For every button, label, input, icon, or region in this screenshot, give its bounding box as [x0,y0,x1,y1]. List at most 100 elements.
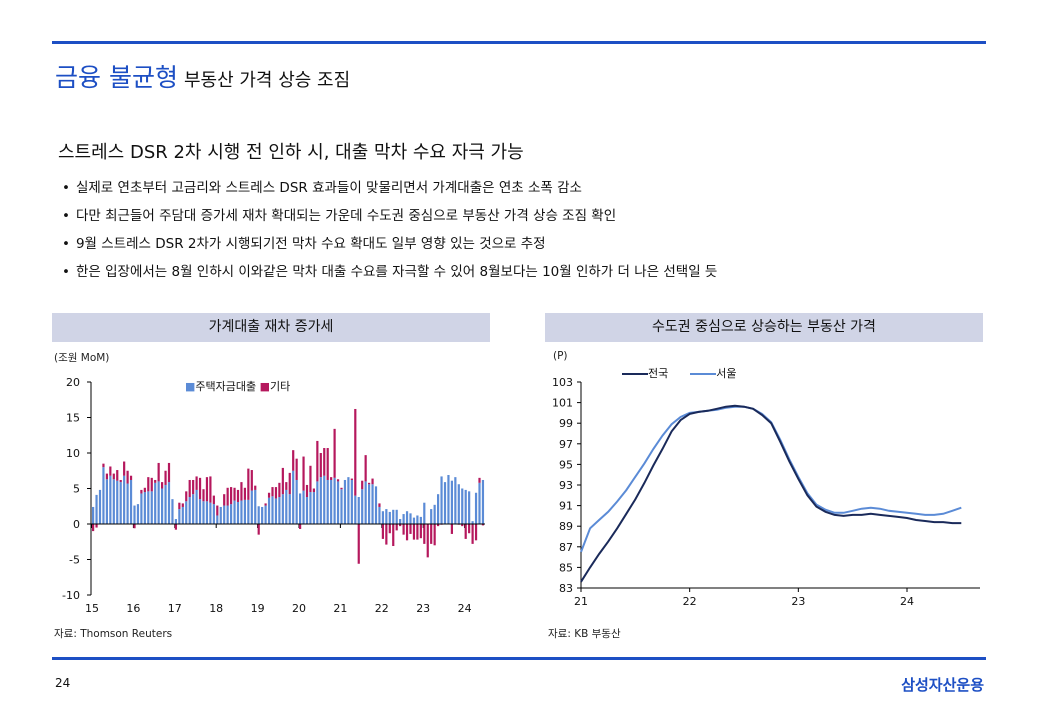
bar-housing [357,497,360,524]
bar-other [126,470,129,484]
bar-housing [430,509,433,524]
y-tick-label: 20 [66,376,80,389]
bar-other [478,477,481,483]
bar-housing [167,482,171,524]
bar-housing [419,516,422,524]
bar-housing [340,489,343,524]
bar-housing [409,513,412,524]
bar-housing [288,494,291,524]
bar-other [154,479,157,483]
bar-housing [181,506,184,524]
bar-other [371,478,374,485]
bar-housing [274,498,278,524]
bar-housing [95,494,98,524]
bar-housing [150,491,153,524]
bar-other [254,485,257,490]
bar-other [326,448,329,480]
legend-seoul: 서울 [716,367,737,380]
bar-housing [209,502,212,524]
bar-other [423,524,426,544]
bar-housing [312,492,315,524]
bar-other [150,477,153,492]
bar-housing [447,475,450,524]
y-tick-label: -5 [69,554,80,567]
bar-housing [236,501,240,524]
bar-other [181,503,184,507]
x-tick-label: 15 [85,602,99,615]
bar-other [433,524,436,546]
bar-other [119,479,122,483]
y-tick-label: 83 [559,582,573,595]
bar-housing [399,519,402,524]
bar-other [437,524,440,527]
bar-other [167,462,171,483]
y-tick-label: -10 [62,589,80,602]
bar-housing [198,499,202,524]
bar-other [205,477,209,502]
bottom-rule [52,657,986,660]
bar-other [461,524,464,527]
bar-other [392,524,395,547]
bar-other [250,470,253,491]
bar-housing [364,481,367,524]
bar-housing [381,511,384,524]
bar-housing [323,475,326,524]
chart-right-source: 자료: KB 부동산 [548,628,621,640]
bar-housing [140,493,143,524]
bar-other [474,524,478,541]
bar-other [123,461,126,476]
bar-other [95,524,98,528]
bar-housing [461,488,464,524]
legend-nation: 전국 [648,367,669,380]
bar-housing [267,497,271,524]
bar-housing [319,477,322,524]
bar-housing [188,497,191,524]
bar-other [340,487,343,490]
x-tick-label: 21 [574,595,588,608]
bar-other [412,524,416,540]
bar-other [316,440,319,482]
title-rest: 부동산 가격 상승 조짐 [183,70,351,91]
bar-housing [109,475,112,524]
bar-housing [468,491,471,524]
bar-housing [395,509,398,524]
bar-housing [261,506,264,524]
bar-other [164,470,167,485]
bar-housing [295,479,298,524]
bar-housing [457,484,460,524]
bar-housing [450,480,453,524]
y-tick-label: 5 [73,483,80,496]
legend-housing: 주택자금대출 [195,380,257,393]
chart-right-title: 수도권 중심으로 상승하는 부동산 가격 [545,313,983,342]
bar-other [357,524,360,564]
bar-other [388,524,391,534]
y-tick-label: 95 [559,458,573,471]
bar-other [385,524,388,545]
series-line-nation [580,404,962,583]
bar-other [361,480,364,490]
bar-other [223,494,226,506]
chart-right-legend: 전국 서울 [622,365,737,381]
bar-housing [336,481,340,524]
y-tick-label: 97 [559,438,573,451]
bar-housing [157,481,160,524]
bar-housing [254,489,257,524]
chart-right-unit: (P) [553,350,568,362]
bar-other [354,408,357,496]
bar-housing [98,489,102,524]
bar-other [233,487,236,501]
bar-other [378,503,381,507]
bar-housing [119,482,122,524]
bar-other [212,495,215,505]
bar-other [236,489,240,502]
bar-other [323,448,326,476]
bar-other [147,477,150,492]
bar-other [257,524,260,535]
y-tick-label: 93 [559,479,573,492]
bar-other [405,524,409,541]
bar-other [295,458,298,480]
y-tick-label: 101 [552,397,573,410]
bar-housing [302,490,305,524]
y-tick-label: 99 [559,417,573,430]
bar-other [330,477,333,480]
